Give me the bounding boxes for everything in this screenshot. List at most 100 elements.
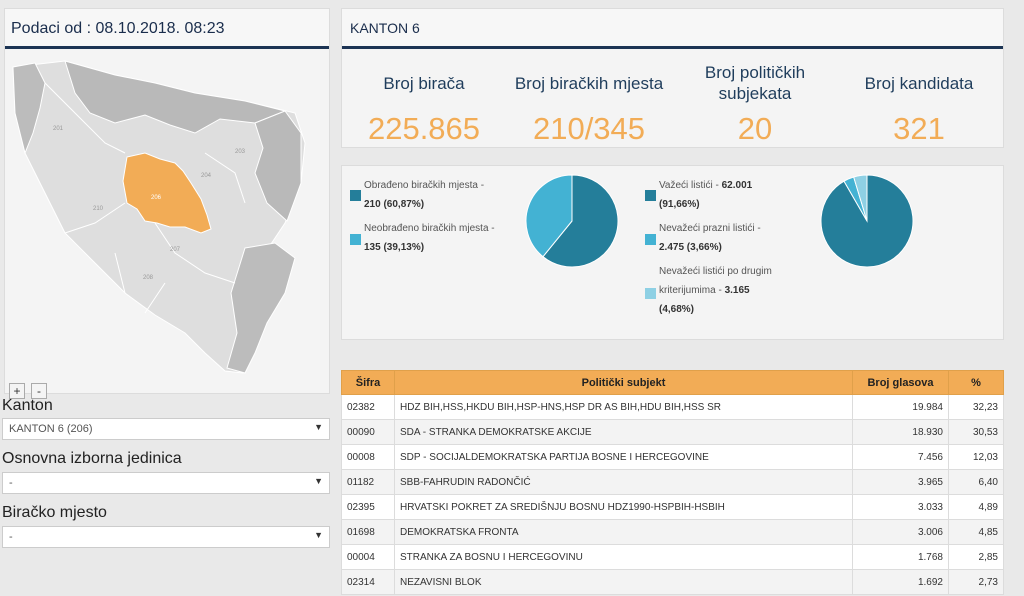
cell-subject: STRANKA ZA BOSNU I HERCEGOVINU bbox=[394, 544, 853, 570]
legend-text: kriterijumima - bbox=[659, 285, 722, 296]
cell-subject: SDP - SOCIJALDEMOKRATSKA PARTIJA BOSNE I… bbox=[394, 444, 853, 470]
table-row[interactable]: 00008 SDP - SOCIJALDEMOKRATSKA PARTIJA BO… bbox=[341, 444, 1004, 470]
stat-value: 210/345 bbox=[532, 111, 646, 146]
legend-unprocessed: Neobrađeno biračkih mjesta - 135 (39,13%… bbox=[364, 219, 495, 257]
stats-title: KANTON 6 bbox=[342, 9, 1003, 49]
table-header-row: Šifra Politički subjekt Broj glasova % bbox=[341, 370, 1004, 395]
cell-sifra: 02382 bbox=[341, 394, 395, 420]
cell-subject: DEMOKRATSKA FRONTA bbox=[394, 519, 853, 545]
legend-swatch-other bbox=[645, 288, 656, 299]
stat-value: 20 bbox=[737, 111, 773, 146]
table-row[interactable]: 00004 STRANKA ZA BOSNU I HERCEGOVINU 1.768… bbox=[341, 544, 1004, 570]
cell-subject: NEZAVISNI BLOK bbox=[394, 569, 853, 595]
legend-text: Obrađeno biračkih mjesta - bbox=[364, 180, 485, 191]
cell-votes: 18.930 bbox=[852, 419, 949, 445]
pie-ballots-slice-2[interactable] bbox=[853, 174, 868, 222]
map-region-southeast[interactable] bbox=[226, 242, 296, 374]
cell-votes: 7.456 bbox=[852, 444, 949, 470]
map-label-203: 203 bbox=[235, 149, 246, 155]
pie-stations-slice-0[interactable] bbox=[542, 174, 619, 268]
zoom-in-button[interactable]: + bbox=[9, 383, 25, 399]
kanton-label: Kanton bbox=[2, 397, 53, 414]
map-region-north[interactable] bbox=[64, 60, 287, 134]
stats-panel: KANTON 6 Broj birača 225.865 Broj biračk… bbox=[341, 8, 1004, 148]
legend-value: (4,68%) bbox=[659, 304, 695, 315]
legend-swatch-blank bbox=[645, 234, 656, 245]
kanton-select-value: KANTON 6 (206) bbox=[9, 423, 93, 435]
legend-processed: Obrađeno biračkih mjesta - 210 (60,87%) bbox=[364, 176, 484, 214]
map-label-208: 208 bbox=[143, 275, 154, 281]
birac-mjesto-select[interactable]: - ▼ bbox=[2, 526, 330, 548]
cell-votes: 3.033 bbox=[852, 494, 949, 520]
cell-subject: HRVATSKI POKRET ZA SREDIŠNJU BOSNU HDZ19… bbox=[394, 494, 853, 520]
cell-subject: HDZ BIH,HSS,HKDU BIH,HSP-HNS,HSP DR AS B… bbox=[394, 394, 853, 420]
stat-label: Broj biračkih mjesta bbox=[514, 73, 664, 93]
cell-percent: 12,03 bbox=[948, 444, 1004, 470]
left-column: Podaci od : 08.10.2018. 08:23 201 210 20… bbox=[0, 0, 334, 596]
cell-votes: 1.692 bbox=[852, 569, 949, 595]
stat-candidates: Broj kandidata 321 bbox=[839, 61, 999, 147]
map-label-201: 201 bbox=[53, 126, 64, 132]
chevron-down-icon: ▼ bbox=[314, 530, 323, 540]
col-header-subject[interactable]: Politički subjekt bbox=[394, 370, 853, 395]
cell-sifra: 01698 bbox=[341, 519, 395, 545]
map-label-210: 210 bbox=[93, 206, 104, 212]
chevron-down-icon: ▼ bbox=[314, 422, 323, 432]
charts-panel: Obrađeno biračkih mjesta - 210 (60,87%) … bbox=[341, 165, 1004, 340]
legend-value: 3.165 bbox=[724, 285, 750, 296]
legend-text: Nevažeći prazni listići - bbox=[659, 223, 761, 234]
legend-swatch-unprocessed bbox=[350, 234, 361, 245]
pie-chart-ballots bbox=[820, 174, 914, 268]
map-label-207: 207 bbox=[170, 247, 181, 253]
legend-valid: Važeći listići - 62.001 (91,66%) bbox=[659, 176, 752, 214]
bih-map[interactable]: 201 210 206 204 203 207 208 bbox=[5, 53, 331, 383]
legend-value: 2.475 (3,66%) bbox=[659, 242, 722, 253]
map-region-east[interactable] bbox=[254, 110, 302, 222]
legend-text: Neobrađeno biračkih mjesta - bbox=[364, 223, 495, 234]
table-row[interactable]: 02395 HRVATSKI POKRET ZA SREDIŠNJU BOSNU … bbox=[341, 494, 1004, 520]
cell-votes: 1.768 bbox=[852, 544, 949, 570]
cell-sifra: 00008 bbox=[341, 444, 395, 470]
stat-label: Broj političkih subjekata bbox=[704, 63, 806, 103]
table-row[interactable]: 01182 SBB-FAHRUDIN RADONČIĆ 3.965 6,40 bbox=[341, 469, 1004, 495]
stat-political-subjects: Broj političkih subjekata 20 bbox=[675, 61, 835, 147]
pie-chart-stations bbox=[525, 174, 619, 268]
legend-text: Nevažeći listići po drugim bbox=[659, 266, 772, 277]
map-region-west[interactable] bbox=[12, 62, 46, 155]
zoom-out-button[interactable]: - bbox=[31, 383, 47, 399]
map-panel: Podaci od : 08.10.2018. 08:23 201 210 20… bbox=[4, 8, 331, 399]
cell-percent: 4,85 bbox=[948, 519, 1004, 545]
map-label-204: 204 bbox=[201, 173, 212, 179]
map-label-206: 206 bbox=[151, 195, 162, 201]
cell-sifra: 00090 bbox=[341, 419, 395, 445]
legend-swatch-valid bbox=[645, 190, 656, 201]
legend-swatch-processed bbox=[350, 190, 361, 201]
cell-subject: SDA - STRANKA DEMOKRATSKE AKCIJE bbox=[394, 419, 853, 445]
col-header-votes[interactable]: Broj glasova bbox=[852, 370, 949, 395]
legend-blank: Nevažeći prazni listići - 2.475 (3,66%) bbox=[659, 219, 761, 257]
map-region-selected-206[interactable] bbox=[122, 152, 212, 234]
cell-sifra: 00004 bbox=[341, 544, 395, 570]
cell-percent: 6,40 bbox=[948, 469, 1004, 495]
pie-stations-slice-1[interactable] bbox=[525, 174, 573, 258]
legend-value: 210 (60,87%) bbox=[364, 199, 425, 210]
table-row[interactable]: 02382 HDZ BIH,HSS,HKDU BIH,HSP-HNS,HSP DR… bbox=[341, 394, 1004, 420]
stat-label: Broj birača bbox=[383, 73, 465, 93]
birac-mjesto-select-value: - bbox=[9, 531, 13, 543]
stat-polling-stations: Broj biračkih mjesta 210/345 bbox=[509, 61, 669, 147]
cell-votes: 3.006 bbox=[852, 519, 949, 545]
col-header-sifra[interactable]: Šifra bbox=[341, 370, 395, 395]
legend-text: Važeći listići - bbox=[659, 180, 719, 191]
oij-select[interactable]: - ▼ bbox=[2, 472, 330, 494]
table-row[interactable]: 02314 NEZAVISNI BLOK 1.692 2,73 bbox=[341, 569, 1004, 595]
table-row[interactable]: 01698 DEMOKRATSKA FRONTA 3.006 4,85 bbox=[341, 519, 1004, 545]
kanton-select[interactable]: KANTON 6 (206) ▼ bbox=[2, 418, 330, 440]
stat-value: 225.865 bbox=[367, 111, 481, 146]
cell-sifra: 02314 bbox=[341, 569, 395, 595]
legend-value: 62.001 bbox=[721, 180, 753, 191]
cell-subject: SBB-FAHRUDIN RADONČIĆ bbox=[394, 469, 853, 495]
col-header-percent[interactable]: % bbox=[948, 370, 1004, 395]
map-date-header: Podaci od : 08.10.2018. 08:23 bbox=[5, 9, 329, 49]
table-row[interactable]: 00090 SDA - STRANKA DEMOKRATSKE AKCIJE 18.… bbox=[341, 419, 1004, 445]
cell-sifra: 01182 bbox=[341, 469, 395, 495]
